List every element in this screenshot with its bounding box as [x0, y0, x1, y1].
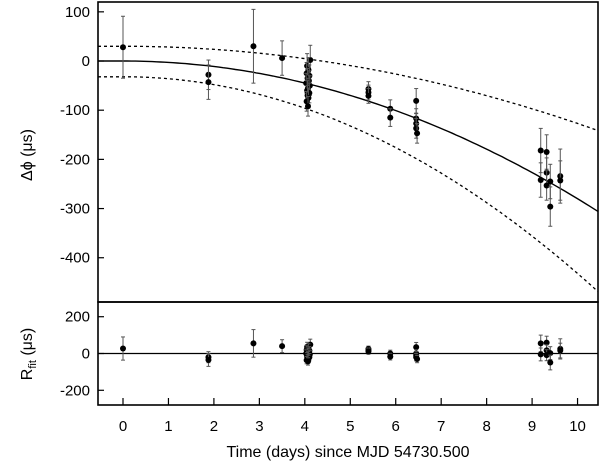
data-point	[413, 344, 420, 351]
data-point	[537, 147, 544, 154]
y-tick-label: -300	[60, 201, 90, 218]
data-point	[365, 92, 372, 99]
y-axis-label-residual: Rfit (μs)	[19, 328, 39, 380]
y-tick-label: 0	[82, 53, 90, 70]
plot-area	[98, 8, 598, 293]
data-point	[537, 177, 544, 184]
data-point	[413, 125, 420, 132]
x-tick-label: 7	[437, 418, 445, 435]
data-point	[413, 97, 420, 104]
data-point	[250, 43, 257, 50]
y-tick-label: -200	[60, 382, 90, 399]
data-point	[305, 103, 311, 110]
data-point	[547, 178, 554, 185]
data-point	[543, 149, 550, 155]
data-point	[279, 55, 286, 62]
plot-frame	[97, 301, 599, 406]
x-tick-label: 9	[528, 418, 536, 435]
data-point	[543, 339, 550, 346]
data-point	[120, 345, 126, 352]
y-tick-label: -200	[60, 151, 90, 168]
data-point	[205, 356, 212, 363]
data-point	[547, 203, 554, 210]
data-point	[305, 358, 311, 365]
x-tick-label: 3	[255, 418, 263, 435]
data-point	[205, 79, 212, 86]
x-tick-label: 4	[301, 418, 309, 435]
data-point	[279, 343, 286, 350]
x-tick-label: 10	[569, 418, 586, 435]
data-point	[387, 114, 394, 121]
residual-panel: 200 0 -200 0 1 2 3 4 5 6 7 8 9 10	[60, 301, 599, 435]
data-point	[557, 347, 564, 354]
y-tick-label: 100	[65, 4, 90, 21]
data-point	[414, 130, 421, 137]
data-point	[547, 350, 554, 357]
y-tick-label: -100	[60, 102, 90, 119]
y-tick-label: 0	[82, 346, 90, 363]
y-tick-label: -400	[60, 250, 90, 267]
x-tick-label: 8	[482, 418, 490, 435]
data-point	[250, 340, 257, 347]
data-point	[120, 44, 126, 51]
fit-curve	[98, 60, 598, 212]
data-point	[543, 182, 550, 189]
data-point	[557, 177, 564, 184]
phase-panel: 100 0 -100 -200 -300 -400	[60, 1, 599, 303]
x-tick-label: 2	[210, 418, 218, 435]
data-point	[365, 348, 372, 355]
plot-frame	[97, 1, 599, 303]
x-tick-label: 1	[164, 418, 172, 435]
upper-bound-curve	[98, 45, 598, 132]
x-tick-label: 5	[346, 418, 354, 435]
data-point	[537, 340, 544, 347]
lower-bound-curve	[98, 76, 598, 293]
y-axis-label-main: Δϕ (μs)	[19, 129, 36, 181]
data-point	[414, 356, 421, 363]
x-tick-label: 0	[119, 418, 127, 435]
y-tick-label: 200	[65, 309, 90, 326]
data-point	[547, 359, 554, 366]
plot-area	[98, 329, 598, 371]
data-point	[537, 351, 544, 358]
x-tick-label: 6	[392, 418, 400, 435]
x-axis-label: Time (days) since MJD 54730.500	[226, 444, 469, 461]
data-point	[387, 353, 394, 360]
